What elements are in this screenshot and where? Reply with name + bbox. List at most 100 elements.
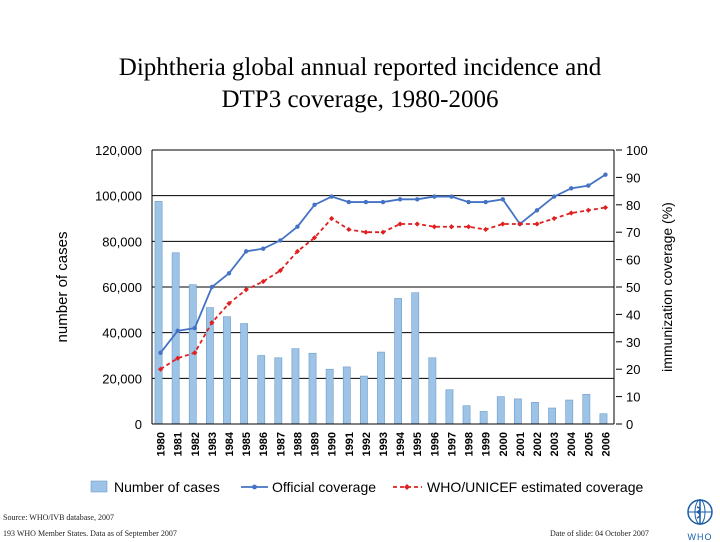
- bar: [308, 352, 317, 425]
- estimated-point: [585, 207, 591, 213]
- official-point: [449, 194, 454, 199]
- x-tick-label: 1993: [378, 432, 390, 456]
- bar: [548, 407, 557, 425]
- estimated-point: [192, 350, 198, 356]
- bar: [274, 357, 283, 425]
- x-tick-label: 2001: [515, 432, 527, 456]
- estimated-point: [380, 229, 386, 235]
- legend-label-official: Official coverage: [272, 479, 376, 495]
- estimated-point: [226, 300, 232, 307]
- estimated-point: [260, 278, 266, 285]
- right-tick-label: 20: [626, 362, 640, 377]
- left-tick-label: 80,000: [102, 234, 142, 249]
- bar: [496, 396, 505, 425]
- bar: [257, 355, 266, 425]
- official-point: [363, 199, 369, 205]
- bar: [479, 411, 488, 425]
- x-tick-label: 1995: [412, 432, 424, 456]
- bar: [342, 366, 351, 425]
- bar: [205, 307, 214, 425]
- estimated-point: [346, 226, 352, 233]
- official-point: [158, 350, 163, 355]
- estimated-point: [397, 221, 403, 227]
- bar: [531, 402, 539, 425]
- x-tick-label: 2002: [532, 432, 544, 456]
- estimated-point: [209, 320, 215, 326]
- x-tick-label: 1992: [361, 432, 373, 456]
- estimated-point: [517, 221, 523, 227]
- official-point: [329, 194, 334, 199]
- chart-title-line2: DTP3 coverage, 1980-2006: [221, 86, 499, 113]
- legend: Number of cases Official coverage WHO/UNIC…: [90, 479, 643, 495]
- official-point: [500, 197, 505, 202]
- x-axis-ticks: 1980 1981 1982 1983 1984 1985 1986 1987 1988 1989…: [156, 431, 613, 456]
- estimated-point: [311, 235, 318, 241]
- slide-date: Date of slide: 04 October 2007: [550, 529, 649, 538]
- x-tick-label: 1998: [464, 432, 476, 456]
- official-point: [380, 199, 386, 205]
- bar-series: [154, 201, 608, 425]
- member-states-note: 193 WHO Member States. Data as of Septem…: [3, 529, 177, 538]
- x-tick-label: 1988: [292, 432, 304, 456]
- right-tick-label: 80: [626, 198, 640, 213]
- legend-marker-estimated: [404, 484, 410, 490]
- bar: [599, 413, 608, 425]
- x-tick-label: 1984: [224, 431, 236, 456]
- official-point: [278, 238, 283, 243]
- estimated-point: [602, 204, 609, 211]
- x-tick-label: 1996: [429, 432, 441, 456]
- left-tick-label: 40,000: [102, 326, 142, 341]
- x-tick-label: 1994: [395, 431, 407, 456]
- estimated-point: [431, 224, 437, 230]
- x-tick-label: 2004: [566, 431, 578, 456]
- official-point: [226, 271, 232, 276]
- x-tick-label: 1986: [258, 432, 270, 456]
- right-tick-label: 40: [626, 307, 640, 322]
- bar: [325, 368, 334, 425]
- right-tick-label: 90: [626, 170, 640, 185]
- right-tick-label: 30: [626, 335, 640, 350]
- estimated-point: [500, 221, 506, 227]
- right-tick-label: 50: [626, 280, 640, 295]
- left-tick-label: 120,000: [95, 143, 142, 158]
- official-point: [209, 284, 215, 290]
- right-tick-label: 60: [626, 253, 640, 268]
- right-axis-ticks: 0 10 20 30 40 50 60 70 80 90 100: [616, 143, 648, 432]
- x-tick-label: 1981: [173, 432, 185, 456]
- official-point: [551, 194, 557, 199]
- official-point: [175, 328, 180, 334]
- official-point: [483, 199, 488, 205]
- official-point: [312, 202, 317, 207]
- estimated-point: [277, 267, 283, 274]
- official-point: [569, 186, 574, 191]
- estimated-point: [483, 226, 489, 233]
- left-tick-label: 60,000: [102, 280, 142, 295]
- estimated-point: [568, 210, 574, 216]
- bar: [445, 389, 454, 425]
- official-point: [192, 325, 197, 331]
- gridlines: [152, 149, 614, 379]
- right-tick-label: 100: [626, 143, 648, 158]
- bar: [359, 375, 368, 425]
- right-axis-label: immunization coverage (%): [659, 202, 675, 372]
- bar: [428, 357, 437, 425]
- who-emblem-icon: [687, 499, 713, 525]
- x-tick-label: 1991: [344, 432, 356, 456]
- bar: [394, 298, 403, 425]
- official-point: [346, 199, 351, 205]
- x-tick-label: 1990: [327, 432, 339, 456]
- x-tick-label: 2000: [498, 432, 510, 456]
- x-tick-label: 1983: [207, 432, 219, 456]
- who-logo: WHO: [683, 497, 717, 542]
- bar: [582, 394, 591, 425]
- chart-title-line1: Diphtheria global annual reported incide…: [118, 54, 602, 81]
- x-tick-label: 1999: [481, 432, 493, 456]
- legend-marker-official: [252, 484, 257, 490]
- who-logo-text: WHO: [687, 532, 713, 542]
- x-tick-label: 1982: [190, 432, 202, 456]
- left-tick-label: 100,000: [95, 189, 142, 204]
- source-note: Source: WHO/IVB database, 2007: [3, 513, 114, 522]
- bar: [462, 405, 471, 425]
- axes: [151, 150, 615, 425]
